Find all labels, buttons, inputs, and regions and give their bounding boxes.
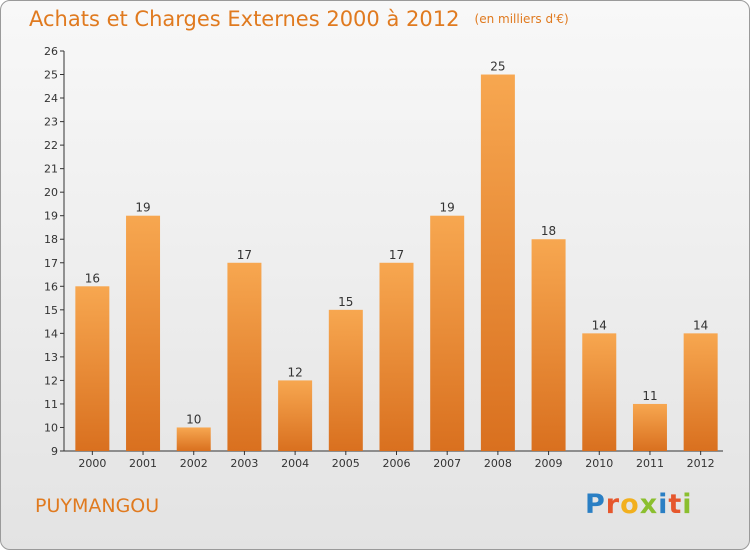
x-tick-label: 2002 [180, 457, 208, 470]
y-tick-label: 18 [44, 233, 58, 246]
x-tick-label: 2008 [484, 457, 512, 470]
bar [480, 74, 515, 451]
x-tick-label: 2001 [129, 457, 157, 470]
y-tick-label: 15 [44, 304, 58, 317]
y-tick-label: 20 [44, 186, 58, 199]
commune-name: PUYMANGOU [35, 495, 160, 517]
logo-letter: o [620, 489, 640, 520]
data-label: 19 [135, 201, 150, 215]
x-tick-label: 2006 [383, 457, 411, 470]
x-tick-label: 2005 [332, 457, 360, 470]
logo-letter: t [668, 489, 683, 520]
logo-letter: P [585, 489, 606, 520]
data-label: 18 [541, 224, 556, 238]
x-tick-label: 2007 [433, 457, 461, 470]
y-tick-label: 21 [44, 163, 58, 176]
y-tick-label: 24 [44, 92, 58, 105]
y-tick-label: 25 [44, 69, 58, 82]
y-tick-label: 17 [44, 257, 58, 270]
data-label: 12 [287, 365, 302, 379]
bar [582, 333, 617, 451]
logo-letter: i [682, 489, 693, 520]
data-label: 25 [490, 60, 505, 74]
x-tick-label: 2010 [585, 457, 613, 470]
bar [531, 239, 566, 451]
x-tick-label: 2003 [230, 457, 258, 470]
y-tick-label: 26 [44, 45, 58, 58]
y-tick-label: 13 [44, 351, 58, 364]
bar [75, 286, 110, 451]
y-tick-label: 10 [44, 421, 58, 434]
x-tick-label: 2012 [687, 457, 715, 470]
x-tick-label: 2004 [281, 457, 309, 470]
data-label: 11 [642, 389, 657, 403]
y-tick-label: 11 [44, 398, 58, 411]
bar [278, 380, 313, 451]
y-tick-label: 23 [44, 116, 58, 129]
data-label: 15 [338, 295, 353, 309]
y-tick-label: 16 [44, 280, 58, 293]
title-row: Achats et Charges Externes 2000 à 2012 (… [29, 7, 569, 31]
y-tick-label: 19 [44, 210, 58, 223]
y-tick-label: 14 [44, 327, 58, 340]
y-tick-label: 9 [51, 445, 58, 458]
data-label: 16 [85, 271, 100, 285]
logo-letter: i [658, 489, 669, 520]
data-label: 17 [389, 248, 404, 262]
data-label: 17 [237, 248, 252, 262]
logo-letter: r [605, 489, 621, 520]
bar [176, 427, 211, 451]
y-tick-label: 12 [44, 374, 58, 387]
bar [126, 215, 161, 451]
bar [683, 333, 718, 451]
bar [379, 262, 414, 451]
chart-unit: (en milliers d'€) [474, 12, 569, 26]
data-label: 14 [592, 318, 607, 332]
data-label: 19 [440, 201, 455, 215]
x-tick-label: 2011 [636, 457, 664, 470]
logo-letter: x [639, 489, 659, 520]
bar [227, 262, 262, 451]
bar [430, 215, 465, 451]
bar [632, 403, 667, 451]
data-label: 10 [186, 412, 201, 426]
chart-title: Achats et Charges Externes 2000 à 2012 [29, 7, 460, 31]
bar [328, 309, 363, 451]
y-tick-label: 22 [44, 139, 58, 152]
data-label: 14 [693, 318, 708, 332]
x-tick-label: 2009 [535, 457, 563, 470]
proxiti-logo: Proxiti [585, 489, 693, 520]
x-tick-label: 2000 [78, 457, 106, 470]
